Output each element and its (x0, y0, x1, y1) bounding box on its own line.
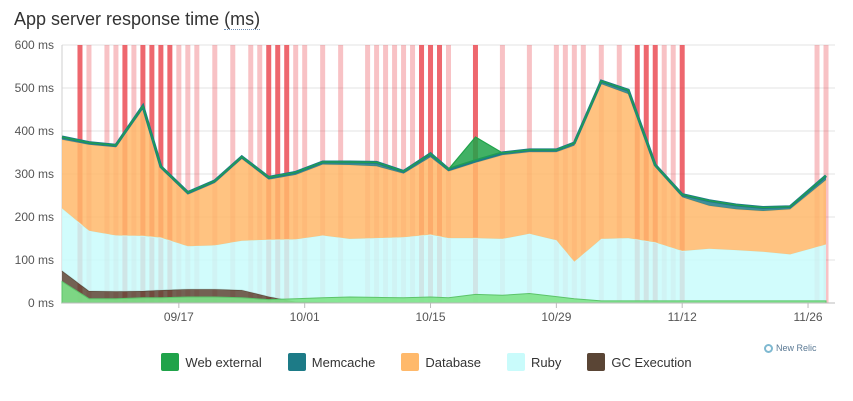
x-tick-label: 11/26 (793, 310, 822, 324)
new-relic-logo-icon (764, 343, 773, 353)
stacked-areas (61, 79, 827, 304)
area-gc-execution[interactable] (62, 270, 826, 303)
legend-label: Ruby (531, 354, 562, 370)
legend-item-database[interactable]: Database (401, 353, 481, 371)
y-tick-label: 0 ms (28, 296, 54, 310)
alert-marker[interactable] (679, 45, 685, 303)
legend-swatch (161, 353, 180, 371)
alert-marker[interactable] (266, 45, 272, 303)
x-tick-label: 09/17 (164, 310, 194, 324)
legend-item-gc-execution[interactable]: GC Execution (587, 353, 692, 371)
legend-item-memcache[interactable]: Memcache (287, 353, 376, 371)
y-axis: 0 ms 100 ms 200 ms 300 ms 400 ms 500 ms 600 ms (15, 38, 54, 310)
legend-swatch (587, 353, 606, 371)
legend-item-ruby[interactable]: Ruby (507, 353, 561, 371)
brand-badge[interactable]: New Relic (764, 343, 817, 353)
legend-label: Memcache (311, 354, 376, 370)
x-tick-label: 10/01 (290, 310, 320, 324)
legend-swatch (401, 353, 420, 371)
alert-marker[interactable] (275, 45, 281, 303)
alert-marker[interactable] (212, 45, 218, 303)
area-ruby[interactable] (62, 208, 826, 303)
legend-label: GC Execution (611, 354, 692, 370)
area-database[interactable] (62, 84, 826, 262)
legend-label: Database (425, 354, 482, 370)
alert-marker[interactable] (176, 45, 182, 303)
y-tick-label: 500 ms (15, 81, 54, 95)
y-tick-label: 100 ms (15, 253, 54, 267)
response-time-chart: 0 ms 100 ms 200 ms 300 ms 400 ms 500 ms 600 ms… (15, 38, 835, 324)
chart-title: App server response time (14, 9, 220, 29)
y-tick-label: 200 ms (15, 210, 54, 224)
y-tick-label: 600 ms (15, 38, 54, 52)
alert-marker[interactable] (823, 45, 829, 303)
legend-swatch (287, 353, 306, 371)
alert-marker[interactable] (670, 45, 676, 303)
area-line-web-external (61, 80, 827, 209)
y-tick-label: 400 ms (15, 124, 54, 138)
x-axis: 09/17 10/01 10/15 10/29 11/12 11/26 (62, 302, 835, 324)
chart-title-unit[interactable]: (ms) (224, 9, 261, 30)
x-tick-label: 11/12 (668, 310, 697, 324)
legend-swatch (507, 353, 526, 371)
legend-label: Web external (185, 354, 262, 370)
brand-label: New Relic (776, 343, 817, 353)
alert-marker[interactable] (185, 45, 191, 303)
chart-legend: Web external Memcache Database Ruby GC Execu… (0, 350, 853, 374)
y-tick-label: 300 ms (15, 167, 54, 181)
page-title: App server response time (ms) (14, 9, 261, 30)
legend-item-web-external[interactable]: Web external (161, 353, 262, 371)
x-tick-label: 10/15 (416, 310, 446, 324)
alert-marker[interactable] (814, 45, 820, 303)
alert-marker[interactable] (194, 45, 200, 303)
x-tick-label: 10/29 (541, 310, 571, 324)
